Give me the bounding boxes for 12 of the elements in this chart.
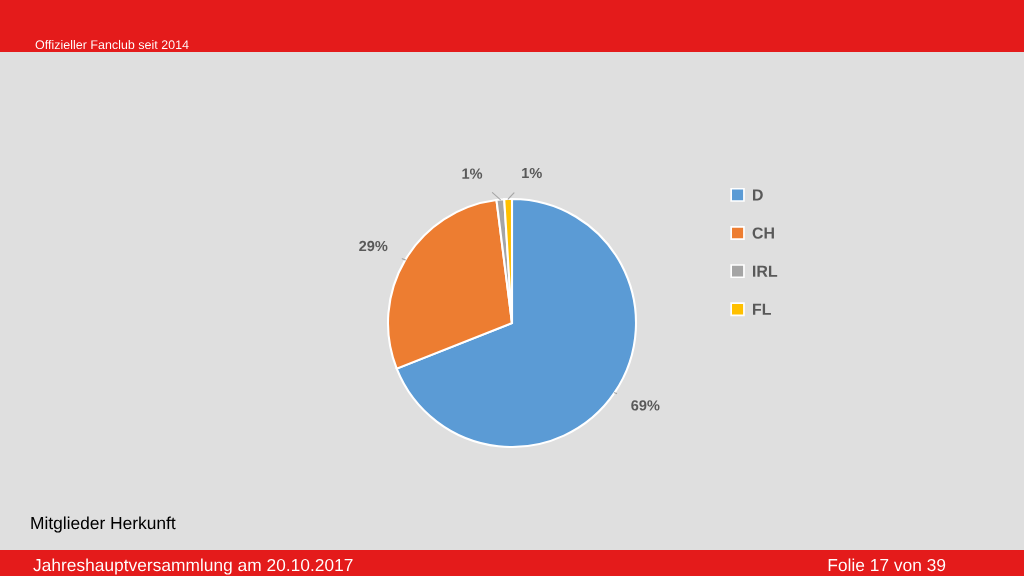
text: Jahreshauptversammlung am 20.10.2017	[33, 558, 353, 575]
data-label: 1%	[522, 167, 542, 179]
text: Folie 17 von 39	[828, 558, 946, 572]
text: Offizieller Fanclub seit 2014	[35, 39, 189, 50]
legend-label: CH	[752, 227, 774, 239]
legend-label: D	[753, 189, 763, 201]
text: Mitglieder Herkunft	[31, 516, 176, 533]
legend-label: IRL	[753, 265, 778, 277]
data-label: 69%	[631, 400, 660, 411]
legend-label: FL	[753, 303, 771, 315]
data-label: 1%	[462, 168, 483, 179]
data-label: 29%	[359, 240, 388, 252]
